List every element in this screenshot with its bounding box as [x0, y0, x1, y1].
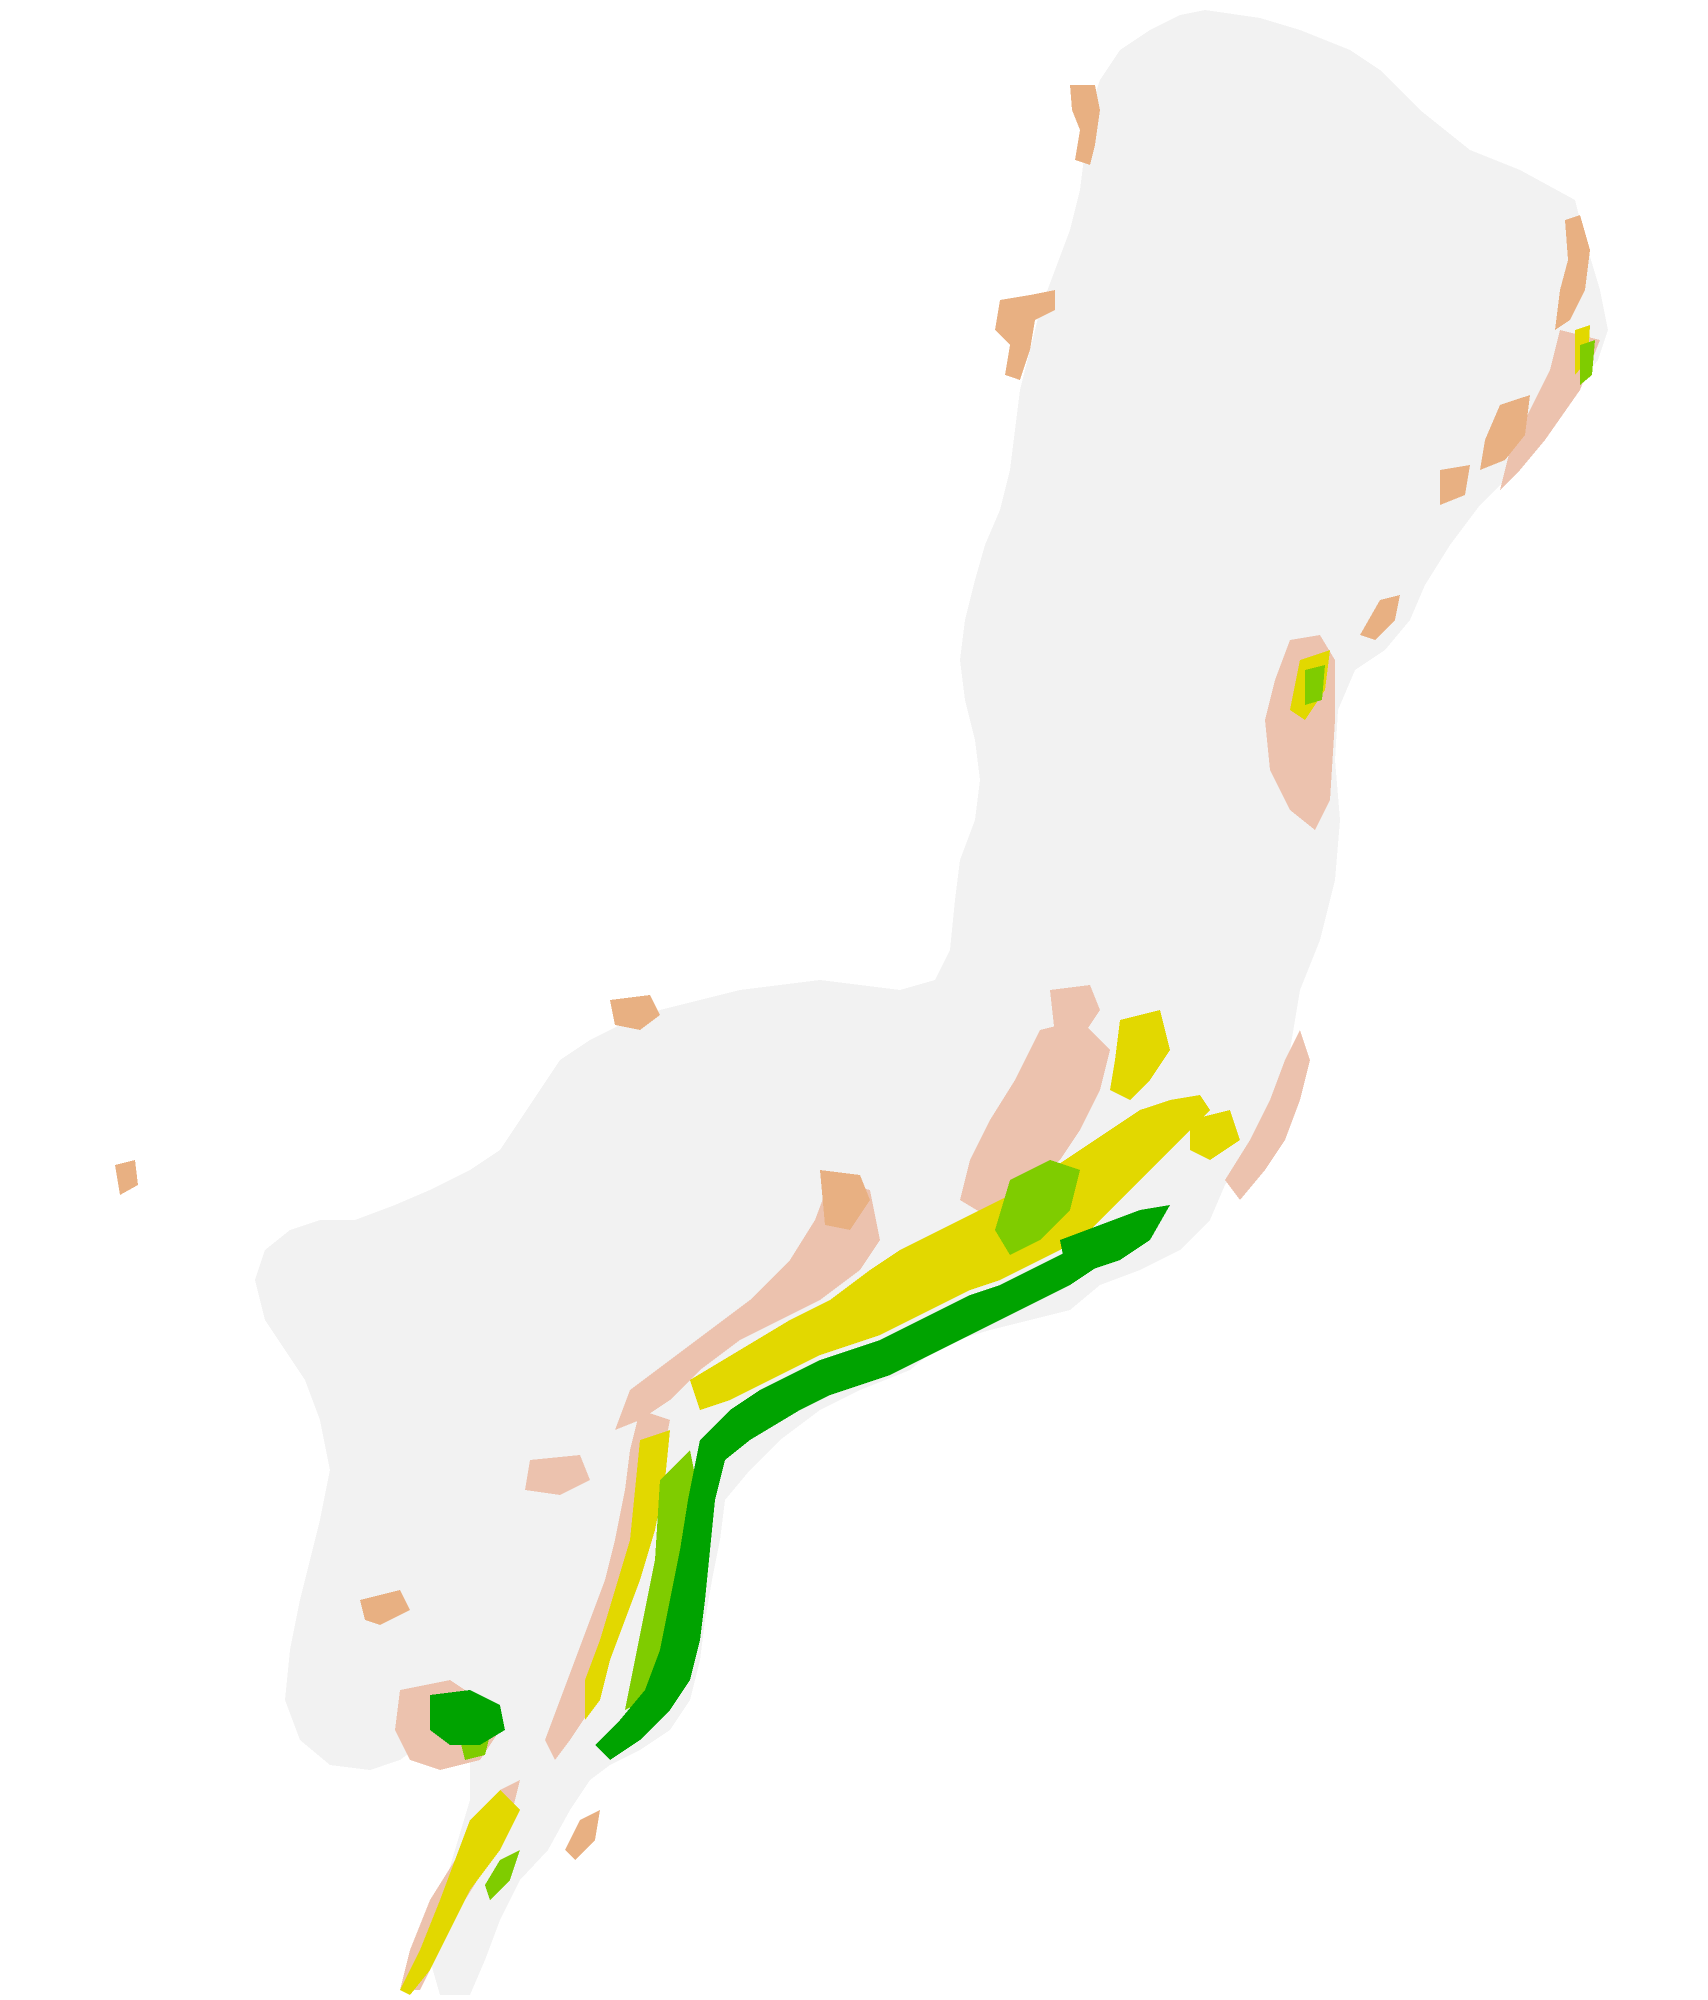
yellow-sp-interior: [1110, 1010, 1170, 1100]
lightgreen-ba: [1305, 665, 1325, 705]
lightgreen-ne: [1580, 340, 1595, 385]
yellow-south-coast: [400, 1790, 520, 1995]
low-zone-minas: [960, 1020, 1110, 1215]
landmass-layer: [255, 10, 1608, 1995]
green-rj-coast: [1060, 1205, 1170, 1270]
patch-interior-center: [610, 995, 660, 1030]
patch-coast-se: [1440, 465, 1470, 505]
patch-coast-pe: [1480, 395, 1530, 470]
yellow-coast-main: [690, 1095, 1210, 1410]
patch-north-2: [995, 290, 1055, 380]
patch-north-1: [1070, 85, 1100, 165]
patch-northeast-coast: [1555, 215, 1590, 330]
green-serra-do-mar: [595, 1235, 1130, 1760]
high-suitability-layer: [430, 1205, 1170, 1760]
patch-sp-coast: [820, 1170, 870, 1230]
patch-interior-west: [360, 1590, 410, 1625]
lightgreen-coast: [625, 1450, 700, 1710]
yellow-pr-west: [585, 1430, 670, 1720]
patch-south-edge: [565, 1810, 600, 1860]
low-zone-sao-paulo: [615, 1180, 880, 1430]
lightgreen-rj: [995, 1160, 1080, 1255]
patch-far-west: [115, 1160, 138, 1195]
green-south-lake: [430, 1690, 505, 1745]
low-zone-interior-goias: [1050, 985, 1100, 1040]
medium-suitability-layer: [400, 325, 1590, 1995]
lightgreen-south: [485, 1850, 520, 1900]
yellow-es: [1190, 1110, 1240, 1160]
low-zone-coast-es: [1225, 1030, 1310, 1200]
landmass-region: [255, 10, 1608, 1995]
low-medium-suitability-layer: [115, 85, 1590, 1860]
low-zone-interior-south: [525, 1455, 590, 1495]
patch-coast-al: [1360, 595, 1400, 640]
